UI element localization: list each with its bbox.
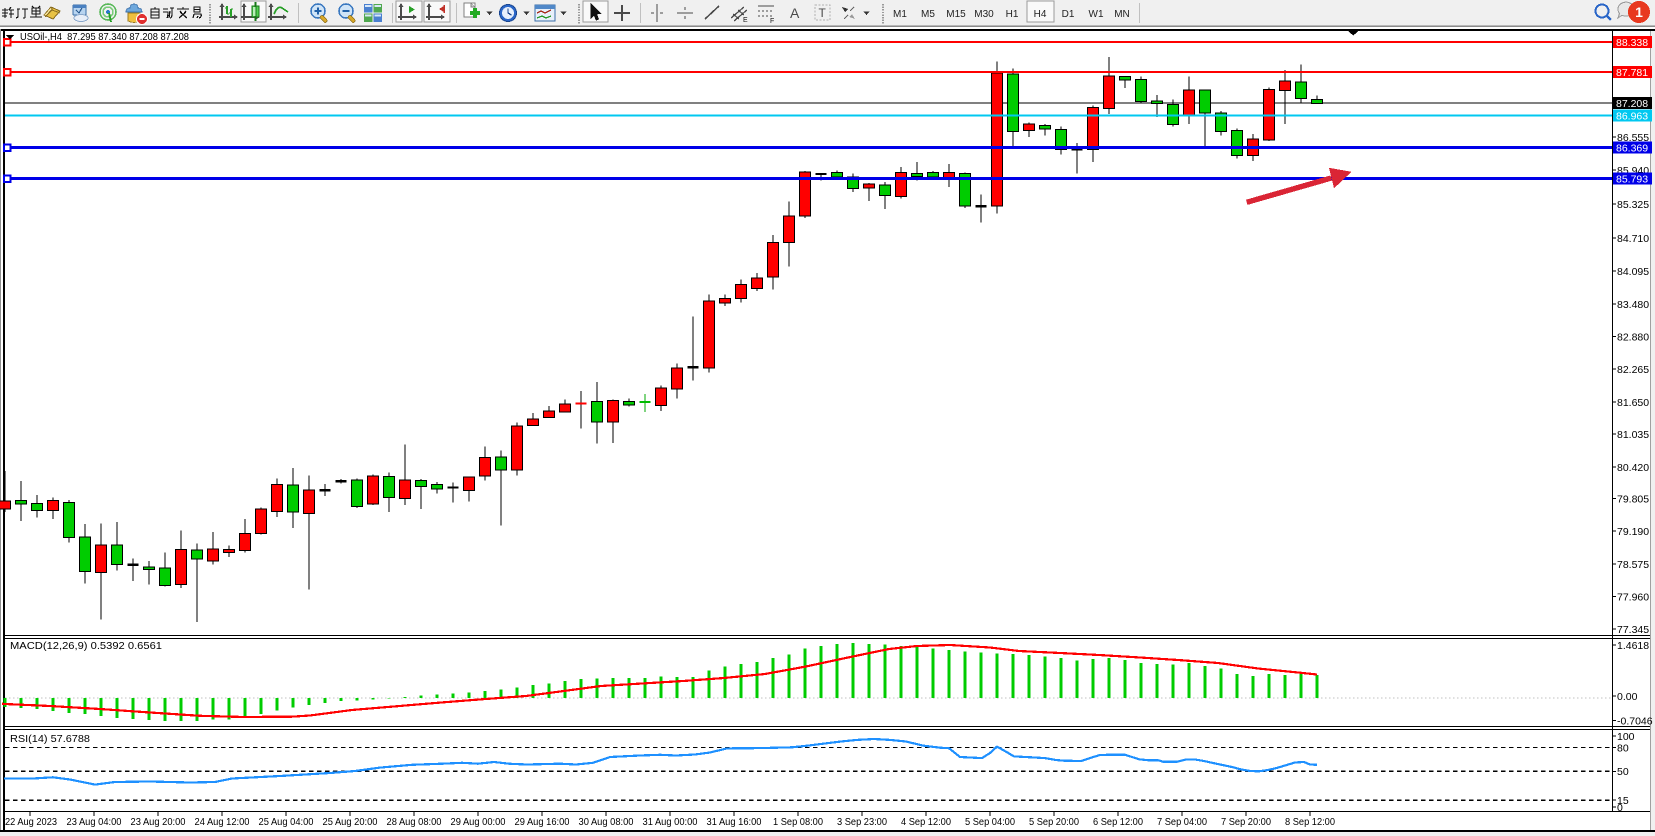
- svg-text:H4: H4: [1034, 9, 1047, 20]
- svg-text:-0.7046: -0.7046: [1617, 715, 1653, 727]
- svg-text:79.805: 79.805: [1617, 493, 1649, 505]
- svg-text:1 Sep 08:00: 1 Sep 08:00: [773, 816, 823, 828]
- svg-text:29 Aug 16:00: 29 Aug 16:00: [515, 816, 570, 828]
- svg-text:81.035: 81.035: [1617, 429, 1649, 441]
- svg-text:24 Aug 12:00: 24 Aug 12:00: [195, 816, 250, 828]
- svg-text:81.650: 81.650: [1617, 397, 1649, 409]
- svg-text:77.345: 77.345: [1617, 624, 1649, 636]
- svg-text:29 Aug 00:00: 29 Aug 00:00: [451, 816, 506, 828]
- svg-text:0.00: 0.00: [1617, 691, 1638, 703]
- svg-text:82.265: 82.265: [1617, 364, 1649, 376]
- svg-text:85.325: 85.325: [1617, 199, 1649, 211]
- svg-text:86.963: 86.963: [1616, 111, 1648, 123]
- svg-text:F: F: [770, 18, 774, 25]
- svg-text:25 Aug 04:00: 25 Aug 04:00: [259, 816, 314, 828]
- svg-text:77.960: 77.960: [1617, 591, 1649, 603]
- svg-text:100: 100: [1617, 731, 1635, 743]
- svg-text:85.793: 85.793: [1616, 174, 1648, 186]
- svg-text:86.369: 86.369: [1616, 143, 1648, 155]
- svg-text:3 Sep 23:00: 3 Sep 23:00: [837, 816, 887, 828]
- svg-text:23 Aug 20:00: 23 Aug 20:00: [131, 816, 186, 828]
- svg-text:6 Sep 12:00: 6 Sep 12:00: [1093, 816, 1143, 828]
- svg-text:80: 80: [1617, 742, 1629, 754]
- svg-text:28 Aug 08:00: 28 Aug 08:00: [387, 816, 442, 828]
- svg-text:87.208: 87.208: [1616, 98, 1648, 110]
- svg-text:23 Aug 04:00: 23 Aug 04:00: [67, 816, 122, 828]
- svg-text:83.480: 83.480: [1617, 299, 1649, 311]
- svg-text:W1: W1: [1089, 9, 1104, 20]
- svg-text:M30: M30: [974, 9, 994, 20]
- svg-text:31 Aug 00:00: 31 Aug 00:00: [643, 816, 698, 828]
- svg-text:RSI(14) 57.6788: RSI(14) 57.6788: [10, 733, 90, 745]
- svg-text:MN: MN: [1114, 9, 1130, 20]
- svg-text:80.420: 80.420: [1617, 462, 1649, 474]
- svg-text:82.880: 82.880: [1617, 331, 1649, 343]
- svg-text:30 Aug 08:00: 30 Aug 08:00: [579, 816, 634, 828]
- svg-text:M15: M15: [946, 9, 966, 20]
- svg-text:4 Sep 12:00: 4 Sep 12:00: [901, 816, 951, 828]
- svg-text:84.095: 84.095: [1617, 266, 1649, 278]
- svg-text:15: 15: [1617, 795, 1629, 807]
- svg-text:87.781: 87.781: [1616, 67, 1648, 79]
- svg-text:1: 1: [1635, 4, 1643, 20]
- svg-text:8 Sep 12:00: 8 Sep 12:00: [1285, 816, 1335, 828]
- svg-text:79.190: 79.190: [1617, 526, 1649, 538]
- svg-text:88.338: 88.338: [1616, 37, 1648, 49]
- svg-text:D1: D1: [1062, 9, 1075, 20]
- svg-text:25 Aug 20:00: 25 Aug 20:00: [323, 816, 378, 828]
- svg-text:22 Aug 2023: 22 Aug 2023: [5, 816, 57, 828]
- svg-text:E: E: [743, 17, 748, 24]
- svg-text:84.710: 84.710: [1617, 233, 1649, 245]
- svg-text:T: T: [819, 6, 827, 20]
- svg-text:7 Sep 04:00: 7 Sep 04:00: [1157, 816, 1207, 828]
- svg-text:1.4618: 1.4618: [1617, 640, 1649, 652]
- svg-text:86.555: 86.555: [1617, 132, 1649, 144]
- svg-text:MACD(12,26,9) 0.5392 0.6561: MACD(12,26,9) 0.5392 0.6561: [10, 640, 162, 652]
- svg-text:5 Sep 04:00: 5 Sep 04:00: [965, 816, 1015, 828]
- svg-text:A: A: [790, 5, 800, 21]
- svg-text:M5: M5: [921, 9, 935, 20]
- svg-text:0: 0: [1617, 802, 1623, 814]
- svg-text:78.575: 78.575: [1617, 559, 1649, 571]
- svg-text:5 Sep 20:00: 5 Sep 20:00: [1029, 816, 1079, 828]
- svg-text:7 Sep 20:00: 7 Sep 20:00: [1221, 816, 1271, 828]
- svg-text:50: 50: [1617, 766, 1629, 778]
- svg-text:31 Aug 16:00: 31 Aug 16:00: [707, 816, 762, 828]
- svg-text:H1: H1: [1006, 9, 1019, 20]
- svg-text:USOil-,H4 87.295 87.340 87.20: USOil-,H4 87.295 87.340 87.208 87.208: [20, 31, 189, 43]
- svg-text:M1: M1: [893, 9, 907, 20]
